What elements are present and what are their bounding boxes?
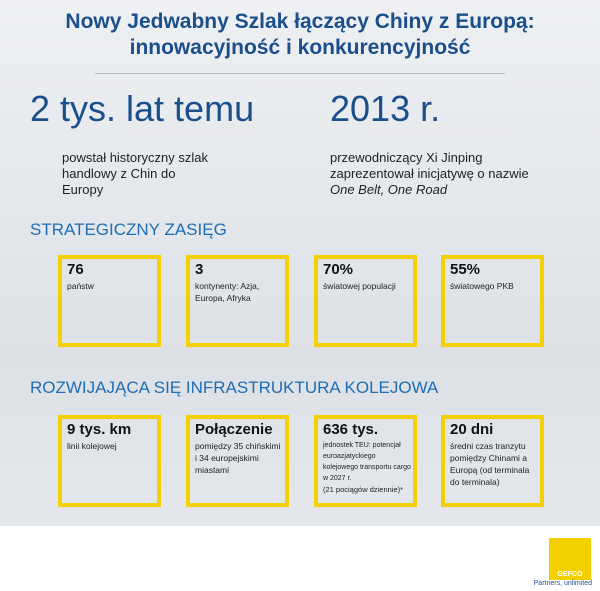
- fact-italic: One Belt, One Road: [330, 182, 448, 197]
- section-heading: ROZWIJAJĄCA SIĘ INFRASTRUKTURA KOLEJOWA: [30, 378, 439, 397]
- stat-box: 9 tys. km linii kolejowej: [58, 415, 161, 507]
- tagline: Partners, unlimited: [533, 580, 592, 587]
- stat-box: 3 kontynenty: Azja, Europa, Afryka: [186, 255, 289, 347]
- stat-text: pomiędzy 35 chińskimi i 34 europejskimi …: [195, 441, 281, 475]
- stat-value: 55%: [450, 261, 481, 278]
- fact-text: przewodniczący Xi Jinping zaprezentował …: [330, 150, 530, 198]
- stat-note: (21 pociągów dziennie)*: [323, 485, 404, 494]
- stat-box: 76 państw: [58, 255, 161, 347]
- fact-headline: 2013 r.: [330, 88, 441, 129]
- title: innowacyjność i konkurencyjność: [129, 36, 471, 59]
- fact-text: powstał historyczny szlak handlowy z Chi…: [62, 150, 208, 197]
- stat-value: 76: [67, 261, 84, 278]
- stat-text: linii kolejowej: [67, 441, 117, 451]
- stat-text: światowego PKB: [450, 281, 514, 291]
- stat-value: Połączenie: [195, 421, 273, 438]
- stat-box: 70% światowej populacji: [314, 255, 417, 347]
- stat-text: państw: [67, 281, 94, 291]
- stat-value: 20 dni: [450, 421, 494, 438]
- fact-text: przewodniczący Xi Jinping zaprezentował …: [330, 150, 529, 181]
- stat-text: kontynenty: Azja, Europa, Afryka: [195, 281, 260, 303]
- stat-value: 3: [195, 261, 204, 278]
- stat-box: Połączenie pomiędzy 35 chińskimi i 34 eur…: [186, 415, 289, 507]
- stat-text: średni czas tranzytu pomiędzy Chinami a …: [450, 441, 530, 487]
- section-heading: STRATEGICZNY ZASIĘG: [30, 220, 227, 239]
- stat-value: 9 tys. km: [67, 421, 132, 438]
- stat-value: 70%: [323, 261, 354, 278]
- logo: GEFCO: [549, 538, 591, 580]
- stat-value: 636 tys.: [323, 421, 379, 438]
- fact-headline: 2 tys. lat temu: [30, 88, 255, 129]
- divider: [95, 73, 505, 74]
- stat-box: 636 tys. jednostek TEU: potencjał euroazj…: [314, 415, 417, 507]
- stat-box: 20 dni średni czas tranzytu pomiędzy Chin…: [441, 415, 544, 507]
- stat-text: jednostek TEU: potencjał euroazjatyckieg…: [323, 442, 411, 482]
- stat-box: 55% światowego PKB: [441, 255, 544, 347]
- stat-text: światowej populacji: [323, 281, 396, 291]
- title: Nowy Jedwabny Szlak łączący Chiny z Euro…: [65, 10, 535, 33]
